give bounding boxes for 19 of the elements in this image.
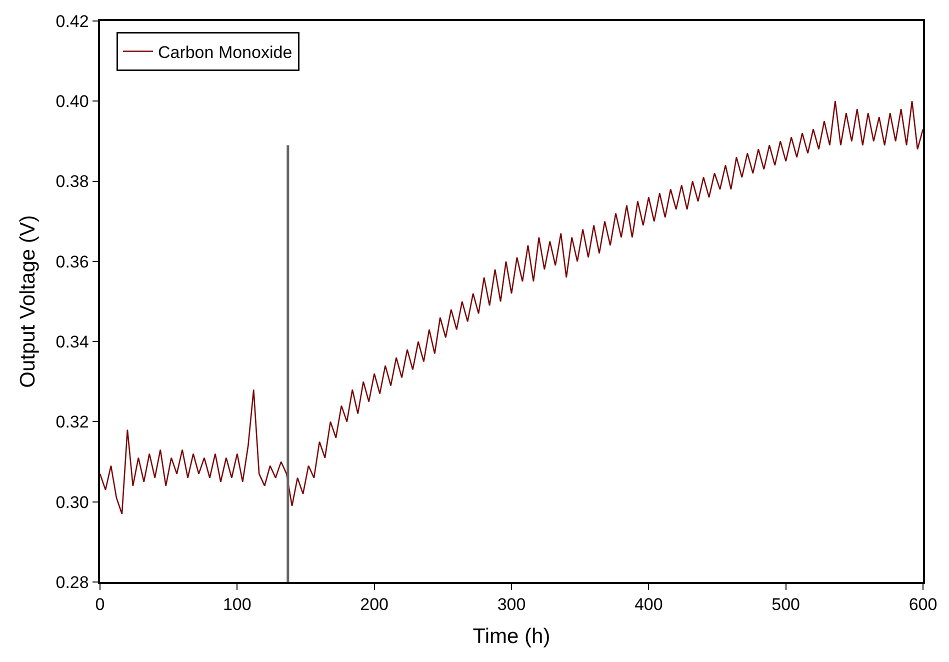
x-tick-label: 400 [634,595,663,614]
x-axis-title: Time (h) [472,624,550,648]
y-tick-label: 0.34 [56,332,89,352]
y-tick-label: 0.36 [56,252,89,272]
y-axis-title: Output Voltage (V) [16,215,40,388]
y-tick-label: 0.40 [56,92,89,112]
x-tick-label: 500 [772,595,800,614]
y-tick-label: 0.28 [56,572,89,592]
y-tick-label: 0.32 [56,412,89,432]
x-tick-label: 200 [360,595,389,614]
legend-label: Carbon Monoxide [158,42,292,62]
line-series [100,100,923,515]
y-tick-label: 0.30 [56,492,89,512]
y-tick-label: 0.42 [56,12,89,31]
x-tick-label: 600 [908,595,938,614]
x-tick-label: 100 [222,595,252,614]
x-tick-label: 300 [497,595,526,614]
y-tick-label: 0.38 [56,172,89,192]
x-tick-label: 0 [95,595,105,614]
